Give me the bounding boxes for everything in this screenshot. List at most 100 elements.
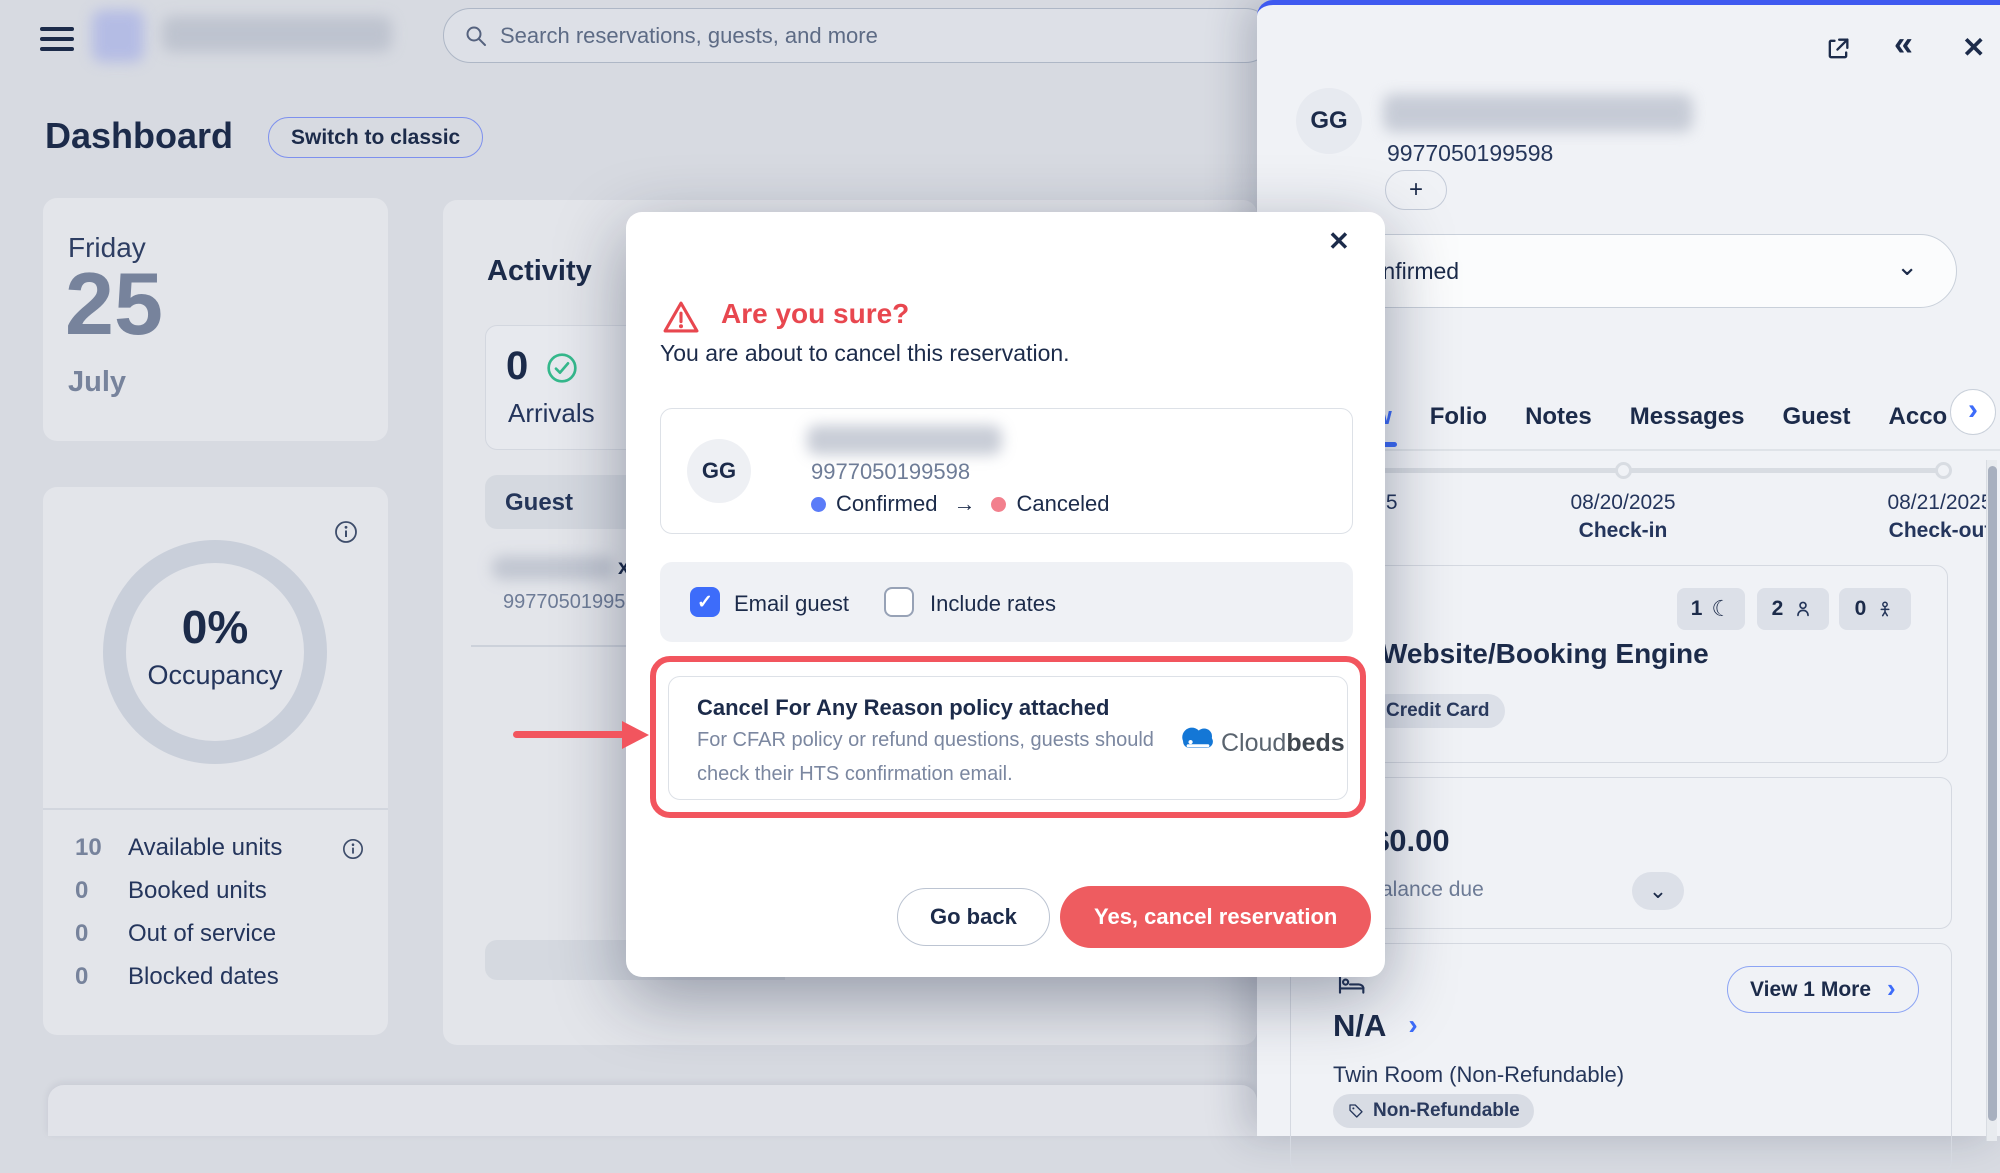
redacted-property-name: [162, 16, 392, 52]
chevron-right-icon: ›: [1887, 973, 1896, 1003]
room-type: Twin Room (Non-Refundable): [1333, 1062, 1625, 1087]
date-weekday: Friday: [68, 232, 146, 263]
cfar-notice-card: Cancel For Any Reason policy attached Fo…: [668, 676, 1348, 800]
occupancy-stat-row: 0 Out of service: [75, 920, 276, 948]
adults-count: 2: [1771, 597, 1784, 620]
tab-guest[interactable]: Guest: [1782, 403, 1851, 430]
panel-scrollbar[interactable]: [1986, 460, 1997, 1141]
email-guest-checkbox[interactable]: ✓: [690, 587, 720, 617]
checkin-date: 08/20/2025: [1570, 491, 1676, 514]
hamburger-menu-icon[interactable]: [40, 27, 74, 51]
arrivals-label: Arrivals: [508, 398, 595, 428]
check-circle-icon: [546, 352, 578, 389]
cloudbeds-wordmark: Cloudbeds: [1221, 729, 1345, 758]
annotation-arrow-shaft: [513, 731, 625, 738]
accommodation-card: View 1 More › N/A › Twin Room (Non-Refun…: [1290, 943, 1952, 1173]
timeline-node-checkin: [1615, 462, 1632, 479]
include-rates-checkbox[interactable]: [884, 587, 914, 617]
stat-value: 10: [75, 834, 102, 861]
occupancy-stat-row: 10 Available units: [75, 834, 282, 862]
divider: [43, 808, 388, 810]
child-icon: [1875, 599, 1895, 619]
activity-title: Activity: [487, 255, 592, 287]
reservation-status-select[interactable]: Confirmed ⌄: [1307, 234, 1957, 308]
close-panel-icon[interactable]: ✕: [1962, 32, 1986, 63]
stat-value: 0: [75, 920, 89, 947]
switch-to-classic-button[interactable]: Switch to classic: [268, 117, 484, 158]
info-icon[interactable]: [334, 520, 358, 549]
stat-label: Blocked dates: [128, 963, 279, 990]
nights-badge: 1 ☾: [1677, 588, 1745, 630]
page-title: Dashboard: [45, 115, 234, 156]
guest-avatar: GG: [1296, 88, 1362, 154]
search-icon: [464, 24, 488, 48]
balance-label: Balance due: [1367, 878, 1484, 901]
date-day: 25: [65, 254, 163, 353]
stat-label: Booked units: [128, 877, 267, 904]
balance-expand-button[interactable]: ⌄: [1632, 872, 1684, 910]
modal-guest-card: GG 9977050199598 Confirmed → Canceled: [660, 408, 1353, 534]
annotation-arrow-head: [622, 721, 649, 749]
collapse-panel-icon[interactable]: «: [1894, 25, 1913, 63]
warning-icon: [662, 300, 700, 339]
search-input[interactable]: [500, 22, 1100, 49]
tab-folio[interactable]: Folio: [1429, 403, 1488, 430]
cancel-options-row: ✓ Email guest Include rates: [660, 562, 1353, 642]
moon-icon: ☾: [1711, 596, 1732, 621]
add-tag-button[interactable]: +: [1385, 170, 1447, 210]
status-dot-canceled: [991, 496, 1007, 512]
tab-accommodation[interactable]: Accommodation: [1888, 403, 1947, 430]
modal-subtitle: You are about to cancel this reservation…: [660, 340, 1070, 366]
stat-label: Out of service: [128, 920, 277, 947]
person-icon: [1792, 598, 1814, 620]
adults-badge: 2: [1757, 588, 1829, 630]
chevron-right-icon[interactable]: ›: [1408, 1009, 1418, 1040]
occupancy-stat-row: 0 Blocked dates: [75, 963, 279, 991]
view-more-button[interactable]: View 1 More ›: [1727, 966, 1919, 1013]
date-month: July: [68, 366, 127, 398]
scrollbar-thumb[interactable]: [1988, 466, 1997, 1121]
tabs-scroll-right-button[interactable]: ›: [1950, 389, 1996, 435]
modal-title: Are you sure?: [721, 298, 910, 329]
checkin-label: Check-in: [1578, 519, 1668, 542]
info-icon[interactable]: [342, 838, 364, 865]
room-number: N/A: [1333, 1008, 1387, 1043]
payment-method-label: Credit Card: [1386, 700, 1490, 721]
lower-section-card: [48, 1085, 1257, 1136]
chevron-right-icon: ›: [1968, 393, 1978, 426]
check-icon: ✓: [697, 591, 713, 613]
cancel-reservation-modal: ✕ Are you sure? You are about to cancel …: [626, 212, 1385, 977]
checkout-date: 08/21/2025: [1887, 491, 1993, 514]
arrow-right-icon: →: [953, 491, 976, 516]
stat-value: 0: [75, 963, 89, 990]
nights-count: 1: [1690, 597, 1703, 620]
tab-notes[interactable]: Notes: [1525, 403, 1592, 430]
guest-name-tail: x: [618, 556, 630, 579]
chevron-down-icon: ⌄: [1648, 878, 1668, 903]
rate-plan-tag: Non-Refundable: [1333, 1094, 1534, 1128]
balance-card: $0.00 Balance due ⌄: [1290, 777, 1952, 929]
guest-column-label: Guest: [505, 489, 574, 516]
reservation-id: 9977050199598: [1387, 140, 1554, 166]
occupancy-stat-row: 0 Booked units: [75, 877, 267, 905]
payment-method-badge: Credit Card: [1370, 694, 1506, 728]
status-to: Canceled: [1016, 491, 1110, 516]
global-search[interactable]: [443, 8, 1273, 63]
cloudbeds-logo-icon: [1177, 721, 1219, 762]
children-count: 0: [1854, 597, 1867, 620]
go-back-button[interactable]: Go back: [897, 888, 1050, 946]
tab-messages[interactable]: Messages: [1629, 403, 1745, 430]
modal-close-icon[interactable]: ✕: [1328, 226, 1350, 256]
email-guest-label[interactable]: Email guest: [734, 591, 849, 616]
confirm-cancel-button[interactable]: Yes, cancel reservation: [1060, 886, 1372, 948]
cfar-line1: For CFAR policy or refund questions, gue…: [697, 729, 1154, 751]
occupancy-label: Occupancy: [147, 660, 283, 690]
children-badge: 0: [1839, 588, 1911, 630]
include-rates-label[interactable]: Include rates: [930, 591, 1056, 616]
open-in-new-icon[interactable]: [1824, 35, 1852, 68]
tag-icon: [1347, 1102, 1365, 1120]
booking-source: Website/Booking Engine: [1381, 638, 1709, 669]
brand-beds: beds: [1286, 729, 1345, 757]
guest-reservation-id[interactable]: 997705019959: [503, 591, 637, 613]
status-dot-confirmed: [811, 496, 826, 512]
